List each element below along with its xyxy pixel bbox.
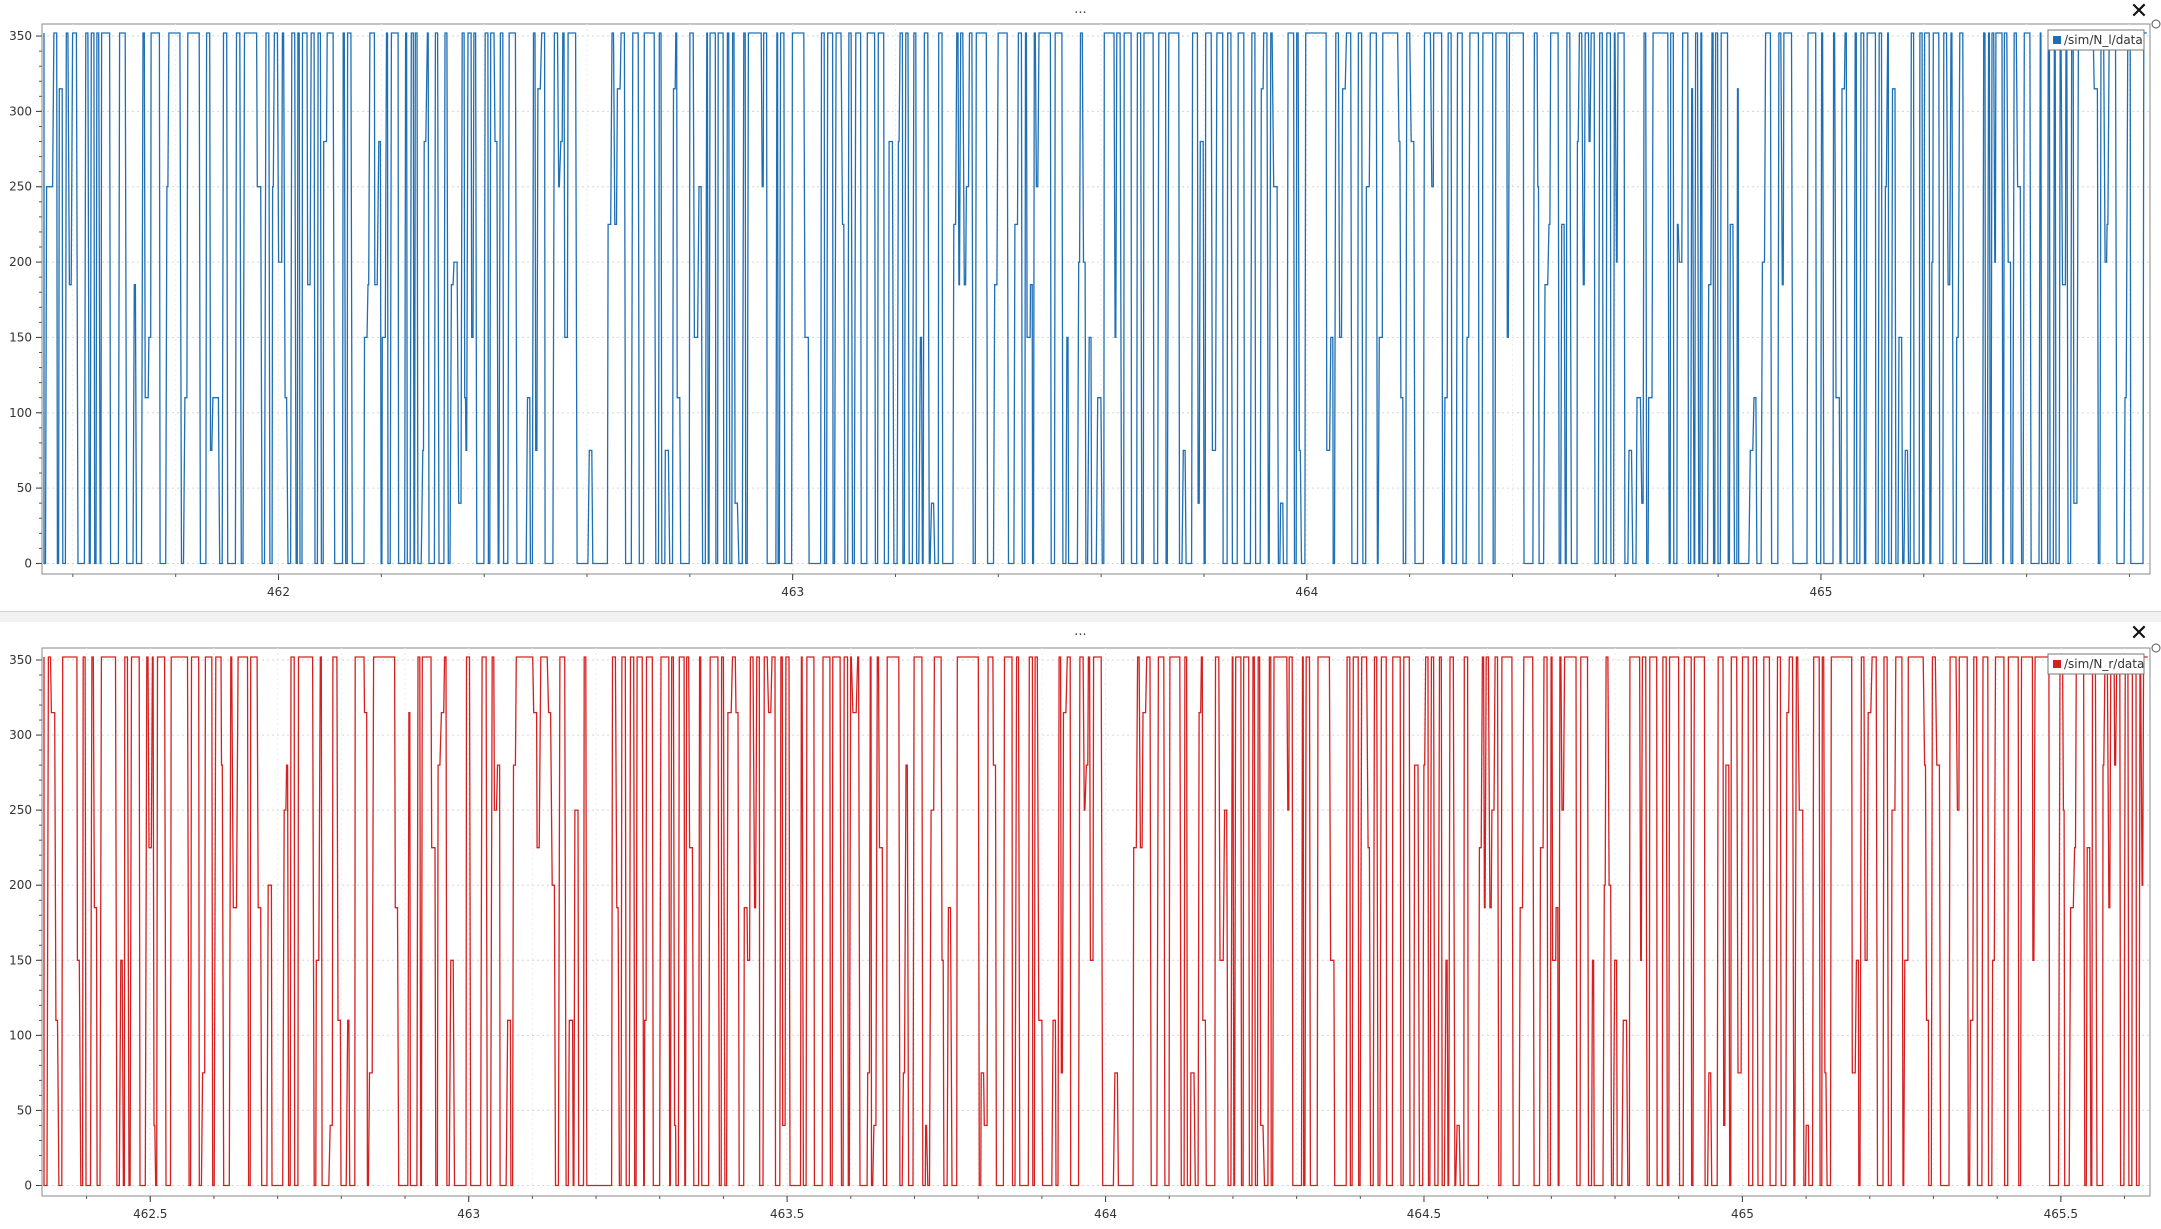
legend: /sim/N_r/data [2047, 643, 2161, 675]
y-axis: 0 50 100 150 200 250 300 350 [9, 653, 42, 1192]
y-tick-label: 200 [9, 878, 32, 892]
x-tick-label: 462 [267, 585, 290, 599]
y-tick-label: 100 [9, 1028, 32, 1042]
chart-bottom[interactable]: 0 50 100 150 200 250 300 350 462.5 463 463.5 464 464… [0, 622, 2161, 1229]
x-axis: 462.5 463 463.5 464 464.5 465 465.5 [86, 1196, 2126, 1221]
y-tick-label: 200 [9, 255, 32, 269]
x-tick-label: 463 [457, 1207, 480, 1221]
legend-box [2047, 653, 2145, 675]
x-tick-label: 464.5 [1407, 1207, 1441, 1221]
x-tick-label: 464 [1094, 1207, 1117, 1221]
legend-label: /sim/N_r/data [2064, 657, 2144, 671]
x-tick-label: 464 [1295, 585, 1318, 599]
y-tick-label: 250 [9, 180, 32, 194]
x-tick-label: 465 [1809, 585, 1832, 599]
y-tick-label: 50 [17, 1103, 32, 1117]
panel-title: ... [1074, 624, 1087, 639]
series-line [43, 32, 2147, 565]
legend-swatch [2053, 660, 2061, 668]
legend-box [2047, 29, 2145, 51]
x-tick-label: 462.5 [133, 1207, 167, 1221]
y-tick-label: 0 [24, 556, 32, 570]
legend: /sim/N_l/data [2047, 19, 2161, 51]
plot-area [41, 23, 2151, 575]
y-tick-label: 100 [9, 406, 32, 420]
y-tick-label: 350 [9, 29, 32, 43]
zoom-handle-icon[interactable] [2151, 19, 2161, 29]
close-icon[interactable]: ✕ [2129, 621, 2149, 646]
x-tick-label: 463.5 [770, 1207, 804, 1221]
plot-area [41, 647, 2151, 1197]
plot-panel-bottom[interactable]: ... ✕ 0 50 100 150 200 250 300 350 462.5 463 463.5… [0, 622, 2161, 1229]
close-icon[interactable]: ✕ [2129, 0, 2149, 24]
legend-swatch [2053, 36, 2061, 44]
x-axis: 462 463 464 465 [72, 574, 2130, 599]
chart-top[interactable]: 0 50 100 150 200 250 300 350 462 463 464 465/sim/N_… [0, 0, 2161, 610]
panel-title: ... [1074, 2, 1087, 17]
legend-label: /sim/N_l/data [2064, 33, 2143, 47]
y-tick-label: 300 [9, 104, 32, 118]
y-tick-label: 150 [9, 953, 32, 967]
x-tick-label: 463 [781, 585, 804, 599]
x-tick-label: 465.5 [2044, 1207, 2078, 1221]
plot-panel-top[interactable]: ... ✕ 0 50 100 150 200 250 300 350 462 463 464 465 /… [0, 0, 2161, 610]
y-tick-label: 150 [9, 330, 32, 344]
series-line [43, 656, 2148, 1187]
y-tick-label: 300 [9, 728, 32, 742]
y-tick-label: 350 [9, 653, 32, 667]
y-tick-label: 250 [9, 803, 32, 817]
x-tick-label: 465 [1731, 1207, 1754, 1221]
y-tick-label: 0 [24, 1178, 32, 1192]
y-axis: 0 50 100 150 200 250 300 350 [9, 29, 42, 570]
zoom-handle-icon[interactable] [2151, 643, 2161, 653]
y-tick-label: 50 [17, 481, 32, 495]
